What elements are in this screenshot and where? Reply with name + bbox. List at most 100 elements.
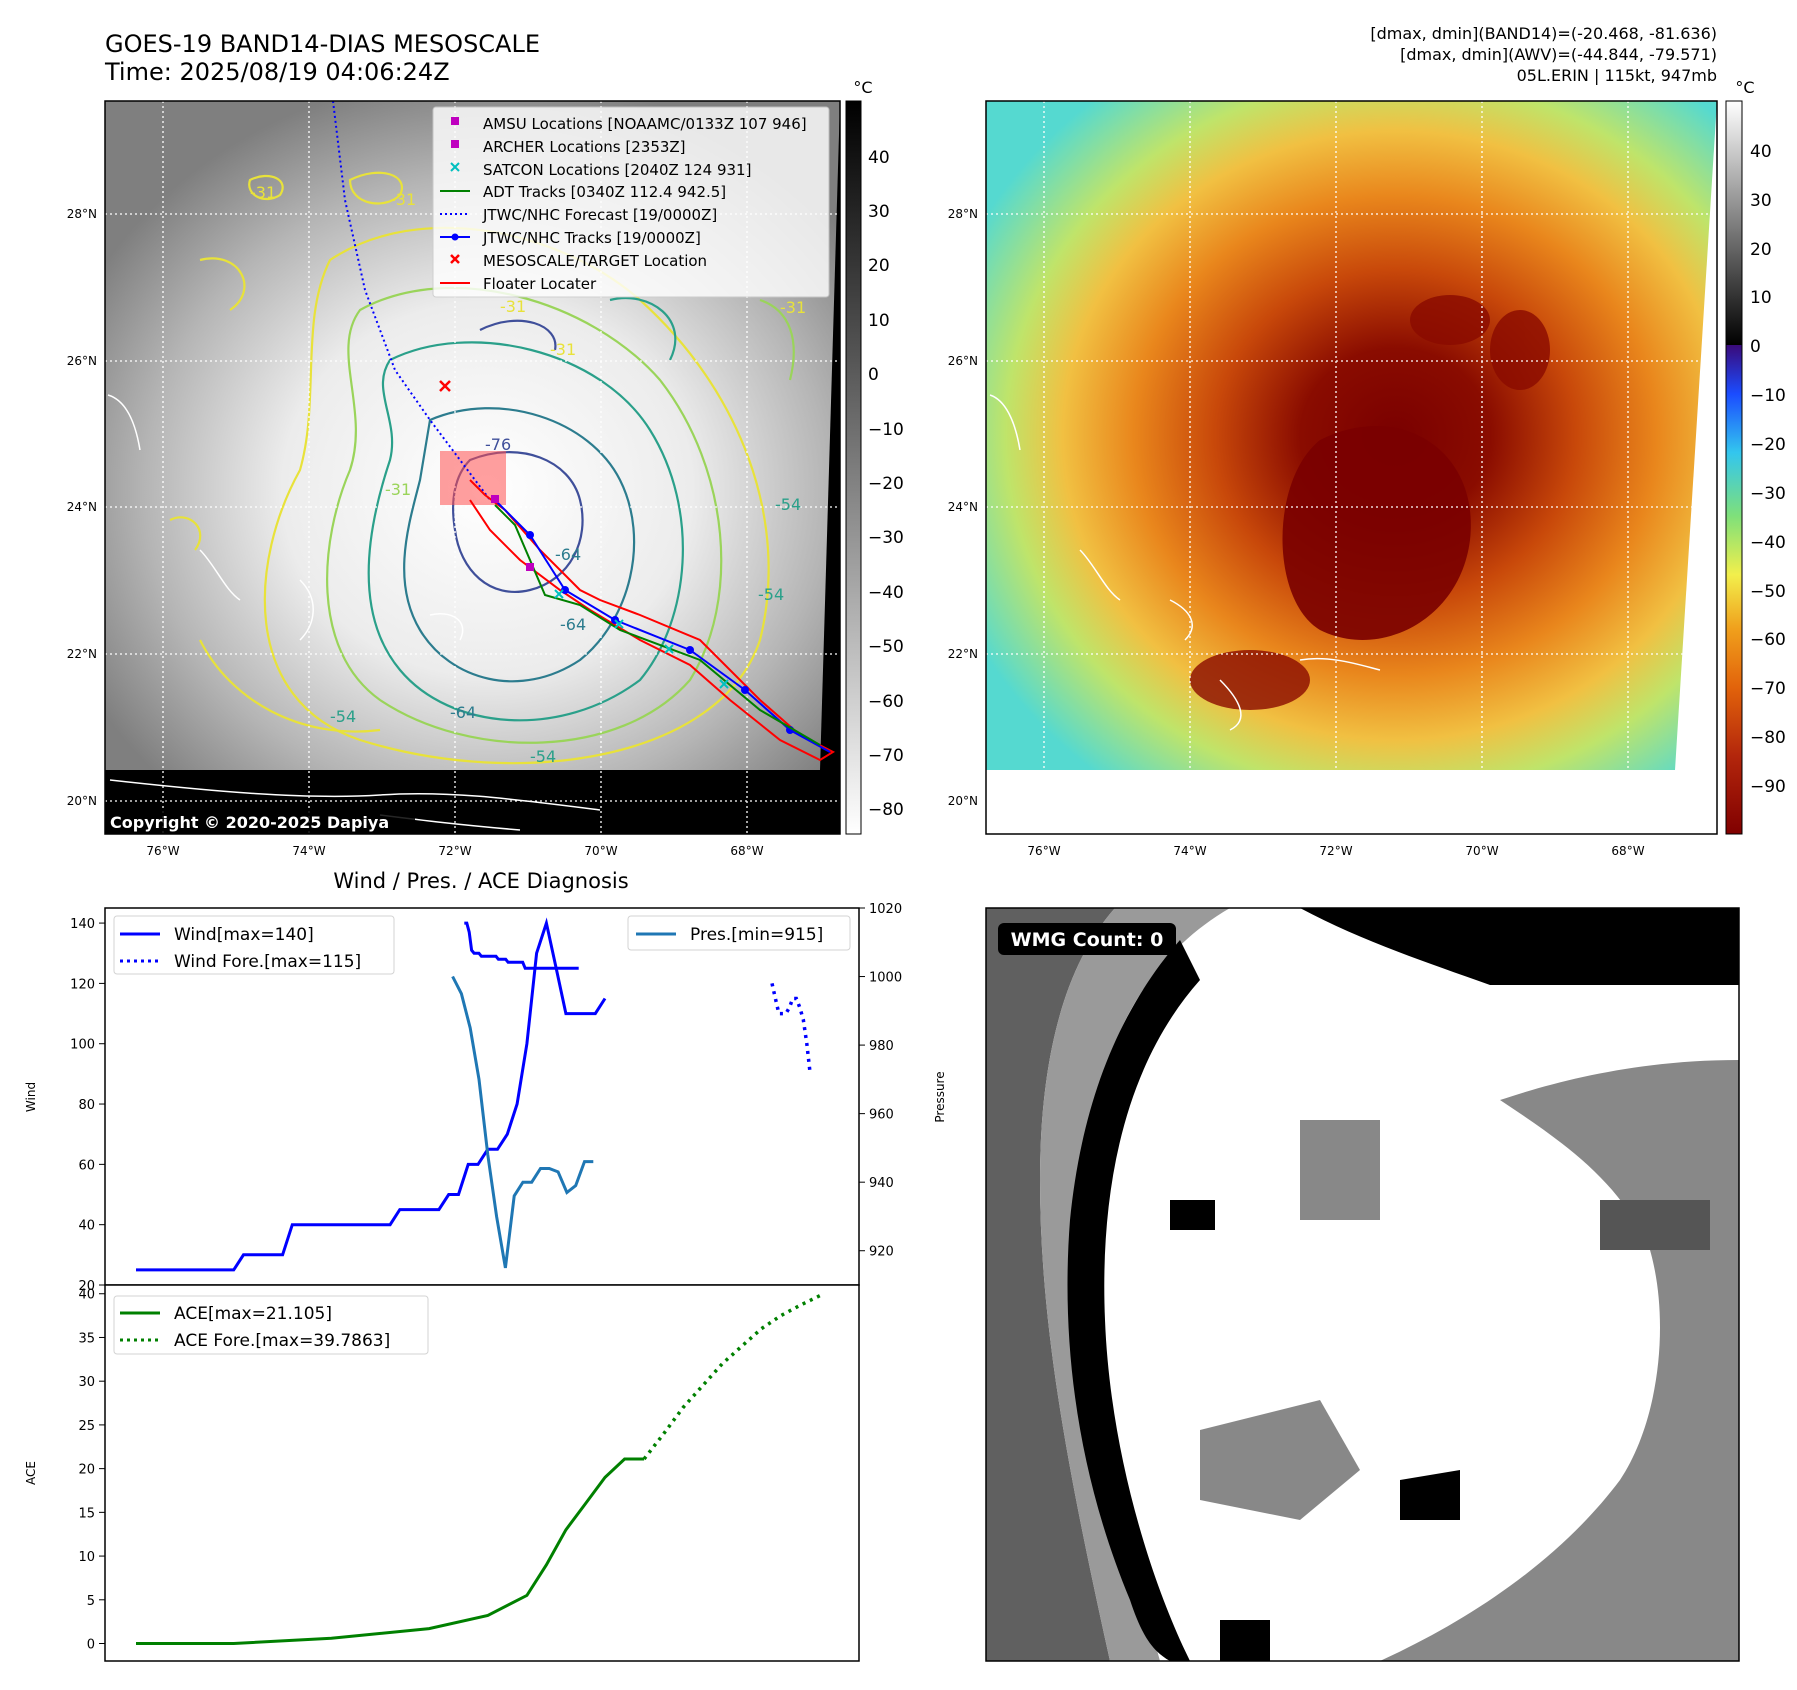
contour-label: -64 (560, 615, 586, 634)
lon-tick: 68°W (730, 844, 763, 858)
legend-nhc-dot-icon (451, 233, 459, 241)
legend-target-icon (450, 254, 460, 264)
wv-cbar-tick: −50 (1750, 582, 1786, 602)
figure-title: GOES-19 BAND14-DIAS MESOSCALE (105, 30, 540, 58)
ace-legend: ACE[max=21.105] ACE Fore.[max=39.7863] (113, 1295, 429, 1355)
ir-cbar-tick: −40 (868, 583, 904, 603)
legend-archer-icon (451, 140, 459, 148)
lat-tick: 24°N (948, 500, 978, 514)
contour-labels: -31 -31 -31 -31 -31 -31 -54 -54 -54 -54 … (250, 183, 806, 766)
legend-pres: Pres.[min=915] (690, 925, 823, 945)
ir-cbar-tick: −80 (868, 800, 904, 820)
wind-series (136, 917, 812, 1272)
wv-cbar-tick: −60 (1750, 630, 1786, 650)
amsu-marker (491, 495, 499, 503)
ace-axis-label: ACE (24, 1461, 38, 1485)
contour-label: -31 (550, 340, 576, 359)
wv-cbar-tick: 20 (1750, 240, 1772, 260)
pressure-tick-label: 960 (869, 1108, 894, 1123)
lon-tick: 72°W (1319, 844, 1352, 858)
target-marker (439, 380, 451, 392)
wv-map-frame (985, 100, 1718, 835)
ir-colorbar (845, 100, 862, 835)
lat-tick: 24°N (67, 500, 97, 514)
legend-satcon-icon (450, 162, 460, 172)
wv-cbar-tick: 30 (1750, 191, 1772, 211)
wv-cbar-tick: −20 (1750, 435, 1786, 455)
ir-contours (169, 171, 795, 765)
wind-forecast-line (770, 983, 812, 1075)
ace-tick-label: 25 (78, 1419, 95, 1434)
info-band14: [dmax, dmin](BAND14)=(-20.468, -81.636) (1370, 24, 1717, 43)
contour-label: -31 (250, 183, 276, 202)
ace-tick-label: 35 (78, 1331, 95, 1346)
lat-tick: 22°N (948, 647, 978, 661)
ir-colorbar-unit: °C (853, 78, 872, 97)
ir-lon-ticks: 76°W 74°W 72°W 70°W 68°W (146, 844, 763, 858)
lat-tick: 26°N (948, 354, 978, 368)
contour-label: -54 (530, 747, 556, 766)
wind-ticks: 140 120 100 80 60 40 20 (70, 917, 105, 1294)
lon-tick: 76°W (1027, 844, 1060, 858)
pressure-axis-label: Pressure (933, 1071, 947, 1122)
contour-label: -64 (450, 703, 476, 722)
lon-tick: 74°W (292, 844, 325, 858)
wmg-frame (985, 907, 1740, 1662)
ir-map-panel: -31 -31 -31 -31 -31 -31 -54 -54 -54 -54 … (67, 78, 904, 858)
pressure-tick-label: 1020 (869, 902, 902, 917)
ace-tick-label: 0 (87, 1638, 95, 1653)
lat-tick: 22°N (67, 647, 97, 661)
wv-cold-tops (1190, 295, 1550, 710)
wv-coastlines (989, 394, 1381, 731)
ir-cbar-tick: 0 (868, 365, 879, 385)
legend-forecast: JTWC/NHC Forecast [19/0000Z] (482, 206, 717, 224)
wv-colorbar-frame (1725, 100, 1743, 835)
archer-marker (526, 563, 534, 571)
contour-label: -31 (500, 297, 526, 316)
wind-tick-label: 100 (70, 1038, 95, 1053)
ace-tick-label: 20 (78, 1463, 95, 1478)
lat-tick: 20°N (948, 794, 978, 808)
legend-ace-fore: ACE Fore.[max=39.7863] (174, 1331, 390, 1351)
wv-eyewall (1282, 426, 1471, 640)
wv-colorbar-unit: °C (1735, 78, 1754, 97)
ir-cbar-tick: −20 (868, 474, 904, 494)
wv-cbar-tick: −10 (1750, 386, 1786, 406)
wind-tick-label: 140 (70, 917, 95, 932)
ir-cbar-tick: −50 (868, 637, 904, 657)
contour-label: -31 (390, 190, 416, 209)
pressure-line (451, 975, 594, 1269)
wind-legend-box (113, 915, 395, 975)
wind-observed-line (136, 917, 607, 1272)
wv-colorbar-top (1726, 101, 1742, 345)
lon-tick: 76°W (146, 844, 179, 858)
wind-axis-label: Wind (24, 1082, 38, 1112)
lon-tick: 74°W (1173, 844, 1206, 858)
contour-label: -54 (775, 495, 801, 514)
pressure-tick-label: 1000 (869, 971, 902, 986)
ace-tick-label: 30 (78, 1375, 95, 1390)
wind-tick-label: 60 (78, 1158, 95, 1173)
wv-cbar-tick: −40 (1750, 533, 1786, 553)
lon-tick: 68°W (1611, 844, 1644, 858)
wmg-count-badge (998, 923, 1176, 955)
contour-label: -64 (555, 545, 581, 564)
wind-tick-label: 40 (78, 1219, 95, 1234)
wv-gridlines (986, 101, 1717, 834)
contour-label: -76 (485, 435, 511, 454)
legend-box (432, 106, 830, 298)
contour-label: -31 (780, 298, 806, 317)
ir-lat-ticks: 28°N 26°N 24°N 22°N 20°N (67, 207, 97, 808)
wv-map-panel: 76°W 74°W 72°W 70°W 68°W 28°N 26°N 24°N … (948, 78, 1786, 858)
legend-floater: Floater Locater (483, 275, 597, 293)
ir-cbar-tick: −60 (868, 692, 904, 712)
wv-lat-ticks: 28°N 26°N 24°N 22°N 20°N (948, 207, 978, 808)
info-awv: [dmax, dmin](AWV)=(-44.844, -79.571) (1400, 45, 1717, 64)
wind-legend: Wind[max=140] Wind Fore.[max=115] (113, 915, 395, 975)
ir-cbar-tick: 30 (868, 202, 890, 222)
pressure-tick-label: 920 (869, 1245, 894, 1260)
wv-colorbar-bottom (1726, 345, 1742, 834)
lat-tick: 28°N (948, 207, 978, 221)
lat-tick: 28°N (67, 207, 97, 221)
